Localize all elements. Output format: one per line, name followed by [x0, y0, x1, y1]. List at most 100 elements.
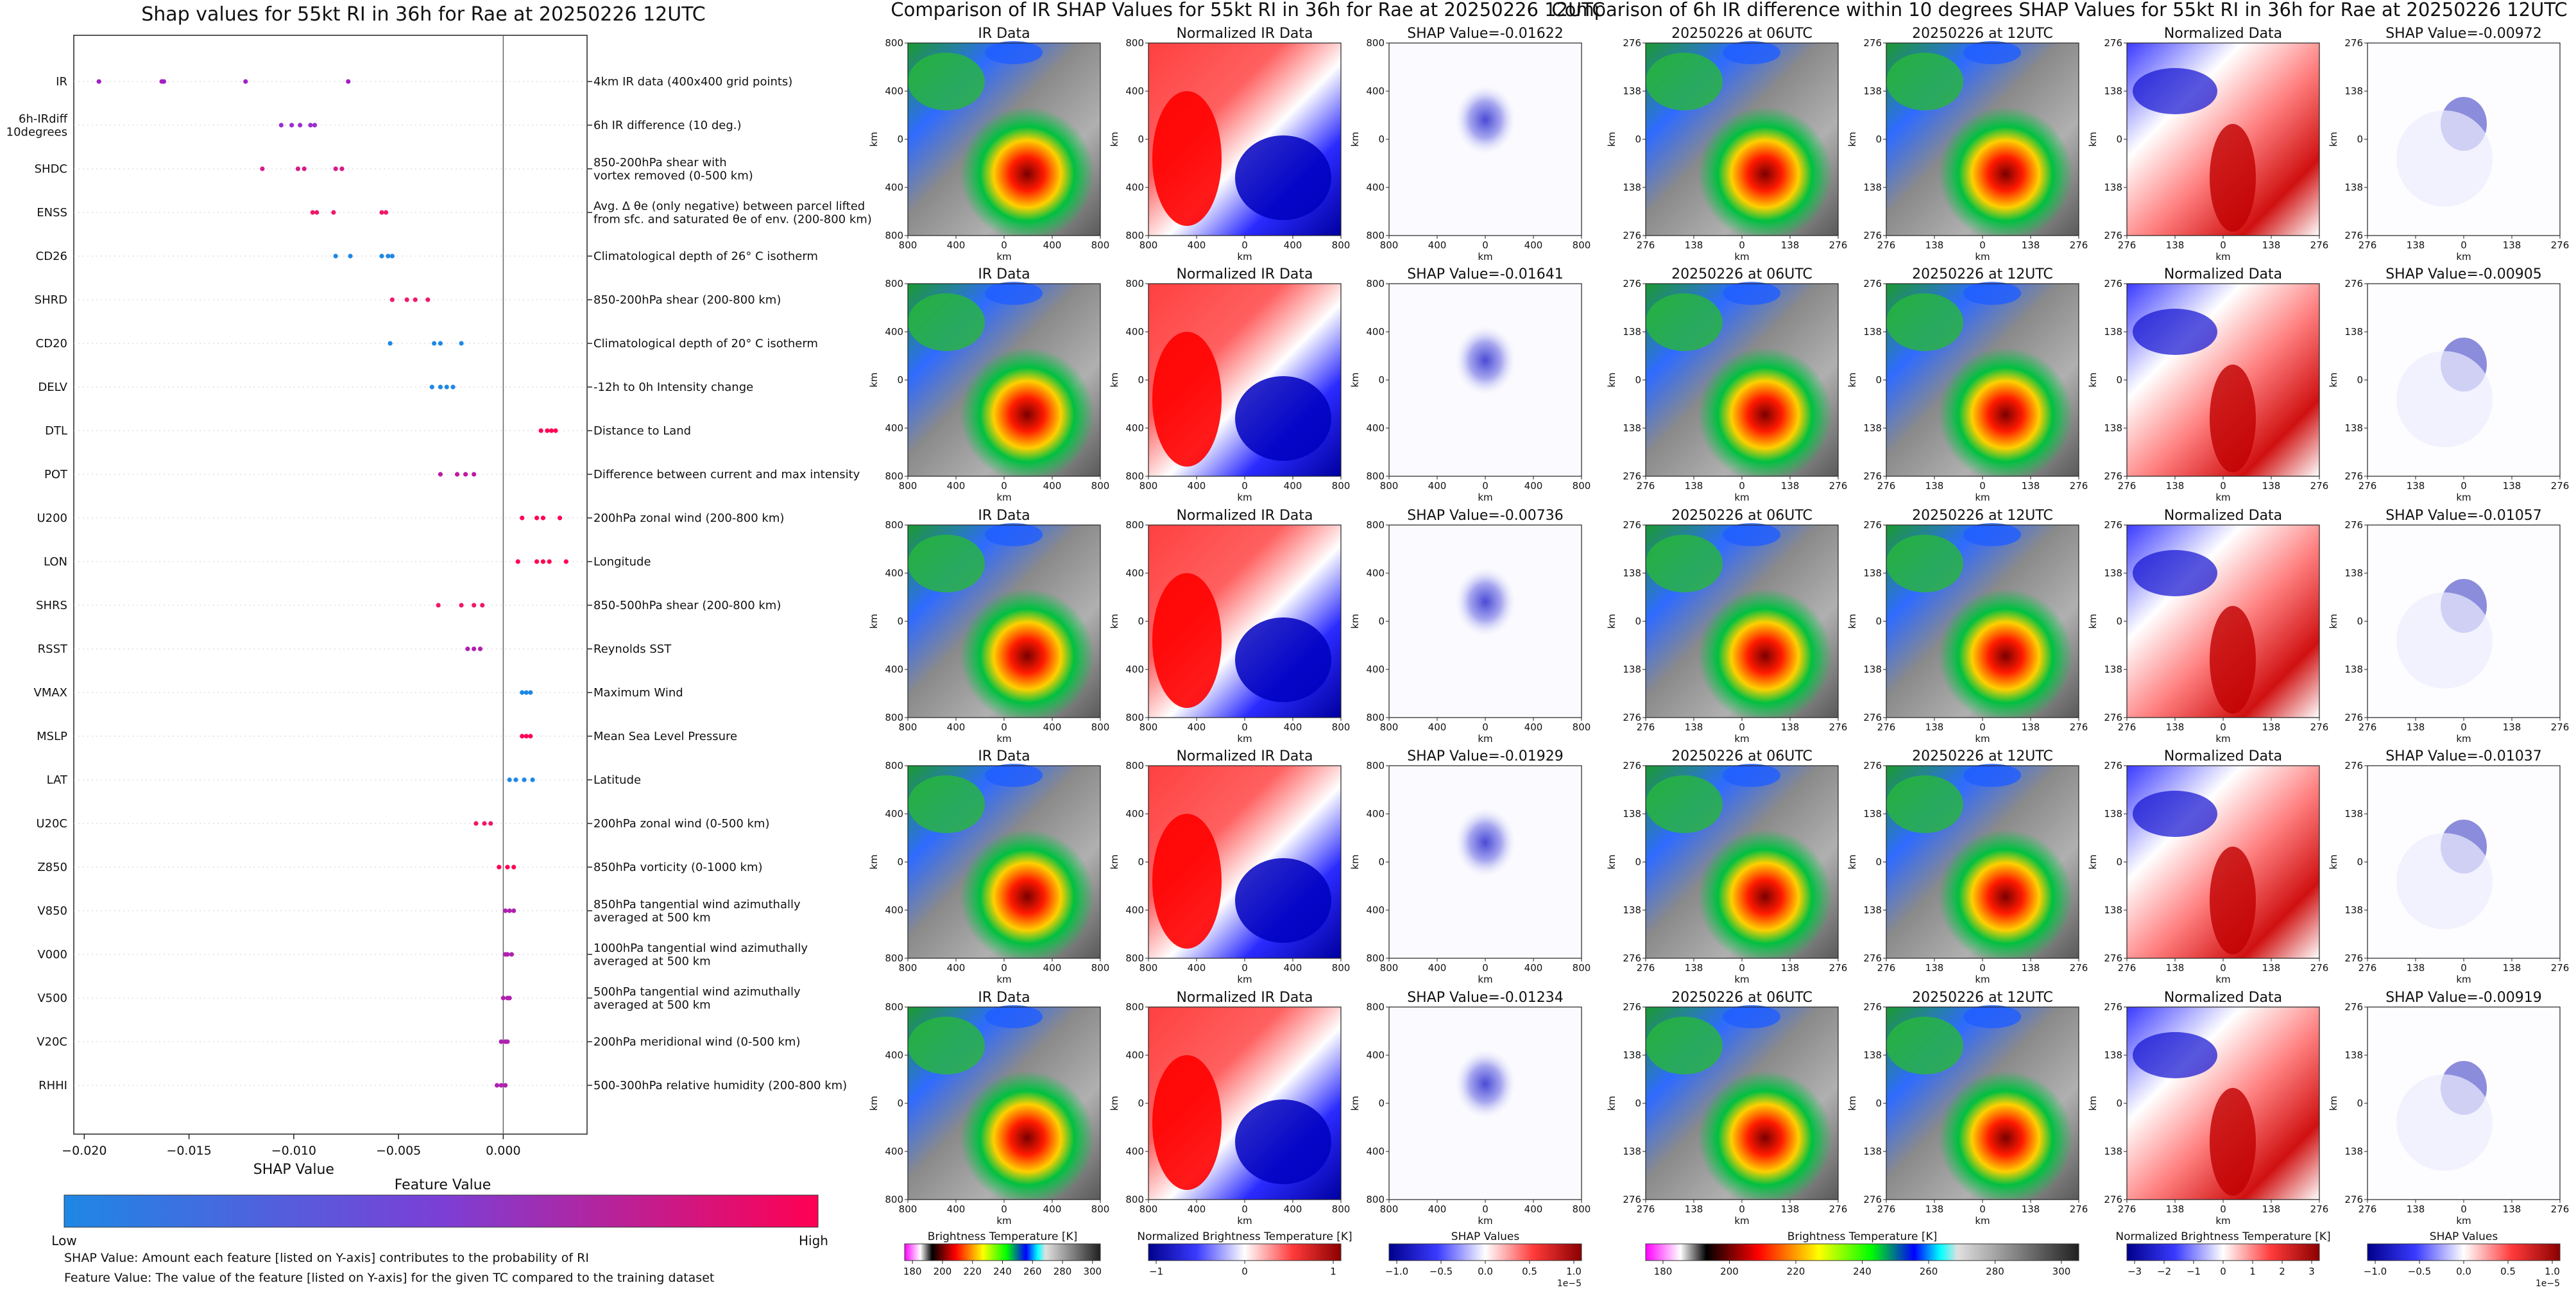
panel-y-tick-label: 400 [1366, 422, 1385, 434]
image-panel-shap: SHAP Value=-0.01641800800400400004004008… [1349, 266, 1591, 503]
feature-description-line: 850-200hPa shear with [593, 156, 727, 169]
panel-y-axis-label: km [2328, 854, 2339, 869]
panel-y-tick-label: 800 [1366, 712, 1385, 723]
image-panel-shap: SHAP Value=-0.01234800800400400004004008… [1349, 990, 1591, 1227]
panel-y-tick-label: 276 [1863, 760, 1882, 771]
panel-y-tick-label: 400 [1125, 1049, 1144, 1061]
shap-point [413, 297, 418, 302]
panel-y-tick-label: 276 [1863, 1194, 1882, 1205]
panel-y-axis-label: km [1109, 372, 1120, 387]
right-panel-title: Comparison of 6h IR difference within 10… [1551, 0, 2567, 21]
panel-x-tick-label: 800 [1380, 1203, 1399, 1215]
shap-point [488, 821, 493, 826]
ir-brightness-colorbar: Brightness Temperature [K] 180 200 220 240 26… [1645, 1230, 2079, 1277]
ir-cloud-band [1646, 53, 1723, 110]
ir-cloud-band [1963, 523, 2021, 546]
image-panel-shap2: SHAP Value=-0.00919276276138138001381382… [2328, 990, 2569, 1227]
panel-x-tick-label: 276 [2310, 721, 2329, 733]
colorbar-tick-label: −1.0 [1385, 1266, 1408, 1277]
panel-x-tick-label: 800 [899, 480, 917, 492]
panel-y-tick-label: 276 [2344, 519, 2363, 531]
panel-y-tick-label: 0 [1875, 374, 1882, 386]
note-shap-value: SHAP Value: Amount each feature [listed … [64, 1251, 589, 1265]
panel-x-axis-label: km [996, 974, 1011, 985]
panel-x-tick-label: 138 [2407, 1203, 2425, 1215]
panel-x-axis-label: km [2456, 251, 2471, 263]
panel-title: IR Data [978, 508, 1030, 524]
panel-y-axis-label: km [2087, 132, 2099, 146]
panel-y-axis-label: km [1109, 614, 1120, 628]
ir-cloud-band [1963, 41, 2021, 64]
panel-x-tick-label: 276 [1637, 962, 1655, 974]
colorbar-tick-label: 280 [1053, 1266, 1072, 1277]
colorbar-label: Normalized Brightness Temperature [K] [1137, 1230, 1352, 1243]
panel-x-tick-label: 276 [1637, 239, 1655, 251]
image-panel-ir: 20250226 at 06UTC27627613813800138138276… [1606, 266, 1847, 503]
panel-y-tick-label: 400 [885, 422, 903, 434]
feature-code: CD20 [36, 337, 67, 350]
panel-x-tick-label: 276 [2310, 962, 2329, 974]
panel-x-tick-label: 0 [1739, 962, 1745, 974]
panel-y-tick-label: 0 [1138, 374, 1144, 386]
shap-point [383, 210, 389, 215]
panel-y-tick-label: 400 [885, 326, 903, 338]
shap-point [507, 908, 512, 913]
feature-description: 850-200hPa shear (200-800 km) [593, 293, 781, 307]
panel-y-tick-label: 138 [1623, 1049, 1641, 1061]
feature-code: DELV [38, 381, 67, 394]
panel-y-tick-label: 400 [1125, 664, 1144, 675]
x-tick-label: −0.010 [271, 1144, 316, 1158]
panel-x-tick-label: 276 [2118, 480, 2137, 492]
panel-x-tick-label: 0 [1001, 239, 1007, 251]
colorbar-tick-label: 300 [2052, 1266, 2071, 1277]
panel-x-tick-label: 400 [1524, 239, 1543, 251]
image-panel-shap2: SHAP Value=-0.00972276276138138001381382… [2328, 26, 2569, 263]
image-panel-ir: 20250226 at 12UTC27627613813800138138276… [1847, 748, 2088, 985]
panel-x-tick-label: 800 [1332, 480, 1351, 492]
panel-y-axis-label: km [1847, 1096, 1858, 1110]
colorbar-exponent: 1e−5 [2536, 1279, 2560, 1289]
panel-y-tick-label: 276 [2344, 230, 2363, 241]
shap-point [545, 428, 550, 433]
panel-x-tick-label: 138 [1685, 721, 1703, 733]
panel-x-tick-label: 138 [2022, 480, 2040, 492]
panel-y-tick-label: 138 [2344, 1049, 2363, 1061]
panel-y-tick-label: 800 [885, 760, 903, 771]
shap-point [260, 166, 265, 171]
feature-description: 200hPa zonal wind (0-500 km) [593, 817, 770, 831]
colorbar-tick-label: 0.0 [2456, 1266, 2471, 1277]
panel-y-tick-label: 400 [885, 567, 903, 579]
panel-x-tick-label: 0 [1001, 721, 1007, 733]
panel-title: IR Data [978, 748, 1030, 764]
panel-x-tick-label: 800 [1139, 1203, 1158, 1215]
panel-x-tick-label: 276 [2358, 239, 2377, 251]
shap-point [243, 79, 248, 84]
panel-x-tick-label: 0 [1979, 480, 1986, 492]
shap-blob [1431, 309, 1539, 432]
shap-point [308, 123, 313, 128]
shap-point [477, 646, 483, 651]
feature-description: Climatological depth of 20° C isotherm [593, 337, 818, 350]
panel-x-tick-label: 276 [2551, 962, 2570, 974]
panel-x-axis-label: km [1975, 251, 1990, 263]
panel-y-tick-label: 276 [1863, 37, 1882, 49]
shap-point [530, 777, 535, 782]
shap-point [96, 79, 101, 84]
feature-code: CD26 [36, 250, 67, 263]
colorbar-tick-label: 180 [1654, 1266, 1673, 1277]
panel-y-tick-label: 138 [2104, 664, 2122, 675]
feature-code: U20C [36, 817, 67, 831]
panel-y-tick-label: 0 [1635, 616, 1641, 627]
panel-y-tick-label: 800 [1125, 37, 1144, 49]
panel-x-axis-label: km [1237, 1215, 1252, 1227]
panel-title: SHAP Value=-0.01234 [1407, 990, 1564, 1006]
panel-x-tick-label: 138 [1685, 1203, 1703, 1215]
panel-x-tick-label: 276 [2551, 1203, 2570, 1215]
panel-y-tick-label: 800 [1125, 1194, 1144, 1205]
panel-x-tick-label: 276 [2118, 721, 2137, 733]
panel-title: Normalized IR Data [1176, 508, 1313, 524]
panel-x-tick-label: 276 [1829, 239, 1848, 251]
panel-y-tick-label: 0 [2116, 374, 2122, 386]
image-panel-diff: Normalized Data2762761381380013813827627… [2087, 26, 2328, 263]
panel-x-tick-label: 400 [947, 239, 966, 251]
